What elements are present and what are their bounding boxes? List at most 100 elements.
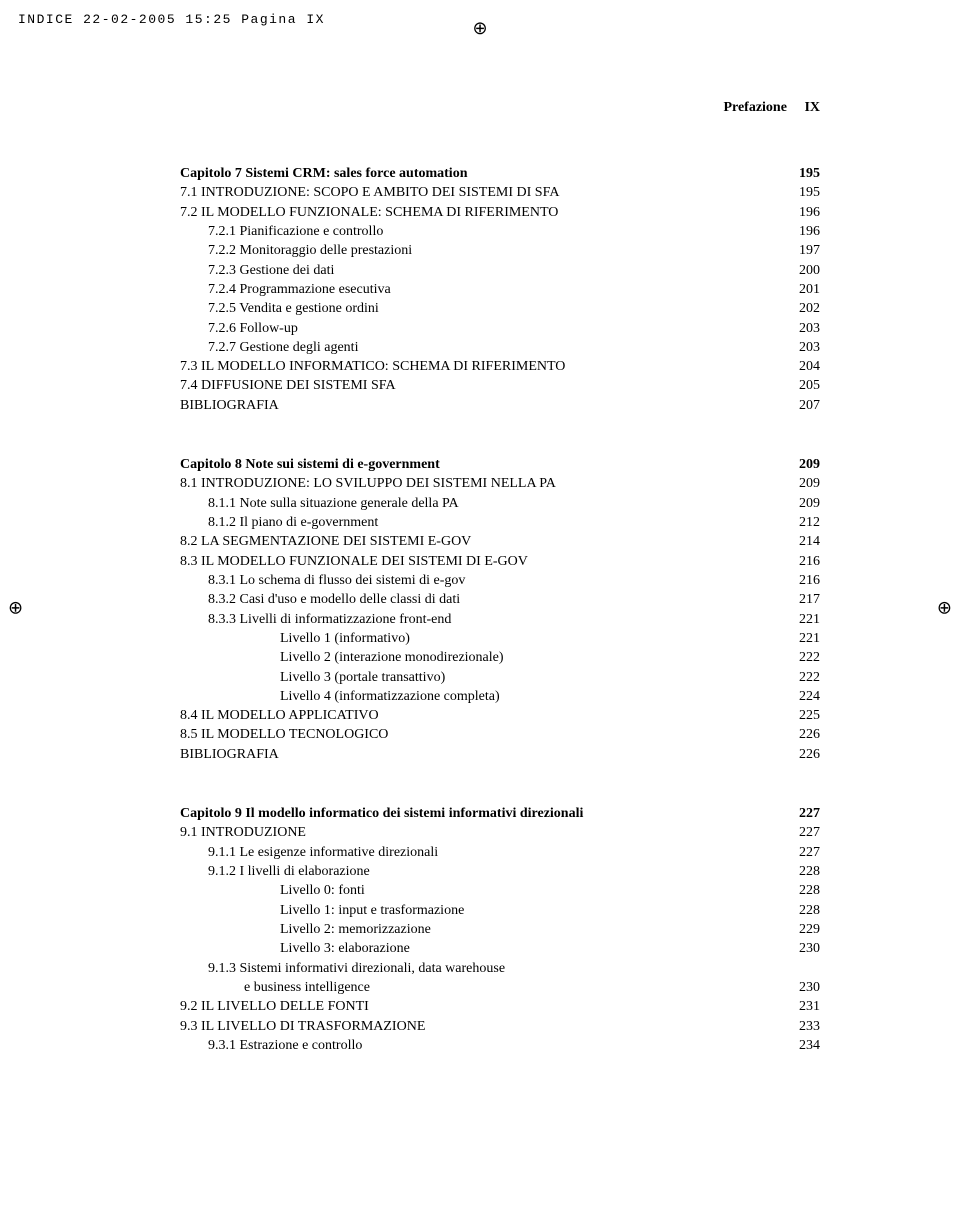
toc-page-number: 203 — [784, 338, 820, 357]
toc-label: 7.2 IL MODELLO FUNZIONALE: SCHEMA DI RIF… — [180, 203, 784, 222]
toc-row: 7.3 IL MODELLO INFORMATICO: SCHEMA DI RI… — [180, 357, 820, 376]
toc-row: 7.4 DIFFUSIONE DEI SISTEMI SFA205 — [180, 376, 820, 395]
toc-row: 9.3.1 Estrazione e controllo234 — [180, 1036, 820, 1055]
toc-page-number: 230 — [784, 978, 820, 997]
toc-row: Livello 1 (informativo)221 — [180, 629, 820, 648]
toc-label: Capitolo 9 Il modello informatico dei si… — [180, 804, 784, 823]
toc-label: 9.3 IL LIVELLO DI TRASFORMAZIONE — [180, 1017, 784, 1036]
toc-row: 7.2.3 Gestione dei dati200 — [180, 261, 820, 280]
toc-page-number: 207 — [784, 396, 820, 415]
toc-row: e business intelligence230 — [180, 978, 820, 997]
toc-page-number: 227 — [784, 823, 820, 842]
toc-page-number: 200 — [784, 261, 820, 280]
registration-mark-right-icon: ⊕ — [937, 598, 952, 619]
toc-page-number: 209 — [784, 494, 820, 513]
toc-label: 7.3 IL MODELLO INFORMATICO: SCHEMA DI RI… — [180, 357, 784, 376]
toc-block: Capitolo 9 Il modello informatico dei si… — [180, 804, 820, 1055]
toc-label: 7.2.7 Gestione degli agenti — [180, 338, 784, 357]
toc-label: 8.1.2 Il piano di e-government — [180, 513, 784, 532]
toc-label: Capitolo 7 Sistemi CRM: sales force auto… — [180, 164, 784, 183]
toc-page-number: 216 — [784, 571, 820, 590]
toc-page-number: 226 — [784, 745, 820, 764]
registration-mark-left-icon: ⊕ — [8, 598, 23, 619]
toc-label: Livello 2 (interazione monodirezionale) — [180, 648, 784, 667]
toc-label: 7.2.2 Monitoraggio delle prestazioni — [180, 241, 784, 260]
toc-label: 8.1.1 Note sulla situazione generale del… — [180, 494, 784, 513]
toc-container: Capitolo 7 Sistemi CRM: sales force auto… — [180, 164, 820, 1055]
toc-page-number: 230 — [784, 939, 820, 958]
toc-row: Capitolo 8 Note sui sistemi di e-governm… — [180, 455, 820, 474]
registration-mark-top-icon: ⊕ — [472, 18, 487, 39]
toc-row: 7.2 IL MODELLO FUNZIONALE: SCHEMA DI RIF… — [180, 203, 820, 222]
toc-page-number: 196 — [784, 203, 820, 222]
toc-page-number: 228 — [784, 862, 820, 881]
toc-page-number: 221 — [784, 629, 820, 648]
toc-label: 9.1.2 I livelli di elaborazione — [180, 862, 784, 881]
toc-label: e business intelligence — [180, 978, 784, 997]
toc-label: Livello 4 (informatizzazione completa) — [180, 687, 784, 706]
toc-row: 7.2.5 Vendita e gestione ordini202 — [180, 299, 820, 318]
running-head-page: IX — [804, 100, 820, 115]
toc-label: 7.2.5 Vendita e gestione ordini — [180, 299, 784, 318]
toc-page-number: 196 — [784, 222, 820, 241]
toc-row: 8.4 IL MODELLO APPLICATIVO225 — [180, 706, 820, 725]
toc-label: Livello 1: input e trasformazione — [180, 901, 784, 920]
toc-page-number: 197 — [784, 241, 820, 260]
toc-row: 9.1 INTRODUZIONE227 — [180, 823, 820, 842]
toc-row: 7.2.1 Pianificazione e controllo196 — [180, 222, 820, 241]
toc-page-number: 209 — [784, 455, 820, 474]
toc-label: Livello 3: elaborazione — [180, 939, 784, 958]
toc-label: 9.1.1 Le esigenze informative direzional… — [180, 843, 784, 862]
toc-page-number: 209 — [784, 474, 820, 493]
toc-page-number — [784, 959, 820, 978]
toc-label: BIBLIOGRAFIA — [180, 745, 784, 764]
toc-label: 7.2.4 Programmazione esecutiva — [180, 280, 784, 299]
toc-label: 8.4 IL MODELLO APPLICATIVO — [180, 706, 784, 725]
toc-block: Capitolo 7 Sistemi CRM: sales force auto… — [180, 164, 820, 415]
toc-page-number: 202 — [784, 299, 820, 318]
toc-label: 8.3.1 Lo schema di flusso dei sistemi di… — [180, 571, 784, 590]
toc-label: 9.2 IL LIVELLO DELLE FONTI — [180, 997, 784, 1016]
toc-page-number: 204 — [784, 357, 820, 376]
toc-row: Livello 2 (interazione monodirezionale)2… — [180, 648, 820, 667]
toc-label: 9.3.1 Estrazione e controllo — [180, 1036, 784, 1055]
toc-row: 9.1.1 Le esigenze informative direzional… — [180, 843, 820, 862]
toc-label: Livello 1 (informativo) — [180, 629, 784, 648]
toc-label: 8.5 IL MODELLO TECNOLOGICO — [180, 725, 784, 744]
toc-page-number: 224 — [784, 687, 820, 706]
toc-row: 9.1.3 Sistemi informativi direzionali, d… — [180, 959, 820, 978]
toc-block: Capitolo 8 Note sui sistemi di e-governm… — [180, 455, 820, 764]
toc-label: 8.2 LA SEGMENTAZIONE DEI SISTEMI E-GOV — [180, 532, 784, 551]
toc-page-number: 214 — [784, 532, 820, 551]
toc-page-number: 212 — [784, 513, 820, 532]
toc-row: 8.3.3 Livelli di informatizzazione front… — [180, 610, 820, 629]
toc-page-number: 233 — [784, 1017, 820, 1036]
toc-page-number: 201 — [784, 280, 820, 299]
toc-row: Livello 1: input e trasformazione228 — [180, 901, 820, 920]
toc-label: Livello 3 (portale transattivo) — [180, 668, 784, 687]
toc-row: Livello 4 (informatizzazione completa)22… — [180, 687, 820, 706]
toc-page-number: 222 — [784, 648, 820, 667]
toc-label: 9.1.3 Sistemi informativi direzionali, d… — [180, 959, 784, 978]
toc-row: 8.1.2 Il piano di e-government212 — [180, 513, 820, 532]
toc-row: 8.3 IL MODELLO FUNZIONALE DEI SISTEMI DI… — [180, 552, 820, 571]
toc-label: 7.2.1 Pianificazione e controllo — [180, 222, 784, 241]
toc-page-number: 227 — [784, 843, 820, 862]
toc-row: 9.3 IL LIVELLO DI TRASFORMAZIONE233 — [180, 1017, 820, 1036]
toc-page-number: 228 — [784, 901, 820, 920]
toc-page-number: 226 — [784, 725, 820, 744]
toc-label: Capitolo 8 Note sui sistemi di e-governm… — [180, 455, 784, 474]
toc-label: 8.3.2 Casi d'uso e modello delle classi … — [180, 590, 784, 609]
toc-label: 7.2.6 Follow-up — [180, 319, 784, 338]
toc-row: Capitolo 7 Sistemi CRM: sales force auto… — [180, 164, 820, 183]
toc-label: 8.3 IL MODELLO FUNZIONALE DEI SISTEMI DI… — [180, 552, 784, 571]
toc-page-number: 205 — [784, 376, 820, 395]
toc-page-number: 216 — [784, 552, 820, 571]
toc-row: 7.2.4 Programmazione esecutiva201 — [180, 280, 820, 299]
toc-page-number: 234 — [784, 1036, 820, 1055]
toc-label: Livello 2: memorizzazione — [180, 920, 784, 939]
toc-label: 8.3.3 Livelli di informatizzazione front… — [180, 610, 784, 629]
toc-row: 9.2 IL LIVELLO DELLE FONTI231 — [180, 997, 820, 1016]
toc-label: Livello 0: fonti — [180, 881, 784, 900]
toc-row: 7.2.7 Gestione degli agenti203 — [180, 338, 820, 357]
